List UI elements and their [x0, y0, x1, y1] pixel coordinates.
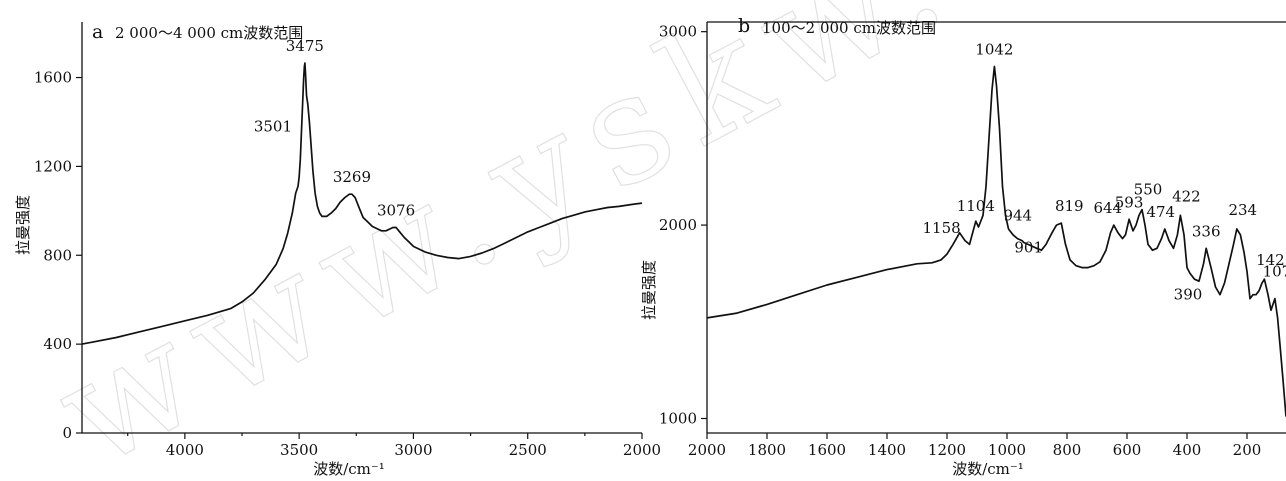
panel-b-x-tick-label: 1800 — [748, 441, 786, 459]
panel-a-peak-label: 3076 — [377, 202, 415, 220]
panel-a-title: 2 000～4 000 cm波数范围 — [115, 24, 303, 42]
panel-a-ylabel: 拉曼强度 — [14, 195, 32, 255]
panel-b-peak-label: 901 — [1014, 238, 1043, 256]
panel-a-letter: a — [92, 21, 103, 43]
panel-b-peak-label: 644 — [1093, 199, 1122, 217]
panel-b-ylabel: 拉曼强度 — [640, 260, 658, 320]
panel-a-xlabel: 波数/cm⁻¹ — [313, 460, 385, 478]
panel-b-letter: b — [738, 15, 750, 37]
panel-a-x-tick-label: 4000 — [166, 441, 204, 459]
panel-b-xlabel: 波数/cm⁻¹ — [952, 460, 1024, 478]
panel-a-peak-label: 3475 — [286, 37, 324, 55]
panel-a-peak-label: 3269 — [333, 168, 371, 186]
panel-b-y-tick-label: 1000 — [659, 409, 697, 427]
panel-b-y-tick-label: 2000 — [659, 216, 697, 234]
panel-b-peak-label: 944 — [1003, 206, 1032, 224]
panel-b: b 100～2 000 cm波数范围 拉曼强度 波数/cm⁻¹ 2000 1800… — [640, 15, 1286, 478]
panel-a-x-tick-label: 2500 — [509, 441, 547, 459]
panel-a-y-tick-label: 1600 — [34, 69, 72, 87]
panel-b-x-tick-label: 1600 — [808, 441, 846, 459]
panel-a-y-tick-label: 0 — [62, 424, 72, 442]
panel-b-peak-label: 422 — [1172, 187, 1201, 205]
panel-b-peak-label: 234 — [1228, 201, 1257, 219]
panel-b-x-tick-label: 1400 — [868, 441, 906, 459]
panel-b-x-tick-label: 800 — [1053, 441, 1082, 459]
panel-b-peak-label: 390 — [1174, 285, 1203, 303]
panel-b-x-tick-label: 2000 — [688, 441, 726, 459]
panel-b-peak-label: 474 — [1146, 203, 1175, 221]
panel-b-peak-label: 550 — [1134, 181, 1163, 199]
panel-a-x-tick-label: 3000 — [394, 441, 432, 459]
panel-b-title: 100～2 000 cm波数范围 — [762, 19, 936, 37]
panel-b-peak-label: 1042 — [975, 40, 1013, 58]
panel-a: a 2 000～4 000 cm波数范围 拉曼强度 波数/cm⁻¹ 4000 35… — [14, 21, 661, 478]
panel-b-peak-label: 819 — [1055, 197, 1084, 215]
panel-b-peak-label: 107 — [1263, 263, 1286, 281]
panel-a-spectrum-line — [81, 62, 643, 345]
panel-b-x-tick-label: 1200 — [928, 441, 966, 459]
panel-b-y-tick-label: 3000 — [659, 23, 697, 41]
panel-b-x-tick-label: 200 — [1233, 441, 1262, 459]
panel-b-x-tick-label: 400 — [1173, 441, 1202, 459]
panel-a-peak-label: 3501 — [254, 117, 292, 135]
panel-b-x-tick-label: 600 — [1113, 441, 1142, 459]
panel-b-peak-label: 336 — [1192, 222, 1221, 240]
panel-b-spectrum-line — [706, 65, 1286, 417]
panel-a-y-tick-label: 400 — [43, 335, 72, 353]
panel-a-y-tick-label: 1200 — [34, 157, 72, 175]
panel-a-x-tick-label: 2000 — [623, 441, 661, 459]
panel-a-y-tick-label: 800 — [43, 246, 72, 264]
panel-a-x-tick-label: 3500 — [280, 441, 318, 459]
panel-b-x-tick-label: 1000 — [988, 441, 1026, 459]
panel-b-peak-label: 593 — [1115, 193, 1144, 211]
panel-b-peak-label: 1158 — [923, 219, 961, 237]
panel-b-peak-label: 1104 — [957, 197, 995, 215]
panel-b-peak-label: 142 — [1256, 251, 1285, 269]
